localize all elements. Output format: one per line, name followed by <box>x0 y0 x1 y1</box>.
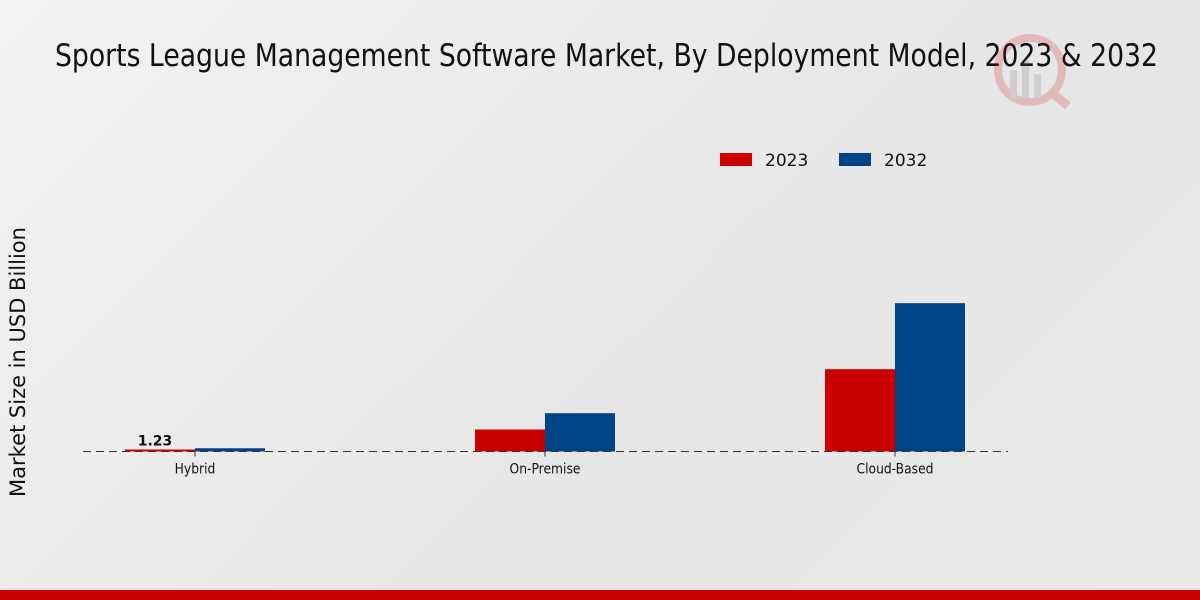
x-tick-label: Hybrid <box>175 462 216 478</box>
chart-title: Sports League Management Software Market… <box>55 38 1158 74</box>
legend-label: 2023 <box>765 151 808 171</box>
legend-swatch <box>839 153 871 166</box>
legend-item-2032: 2032 <box>839 151 927 171</box>
legend-label: 2032 <box>884 151 927 171</box>
data-label: 1.23 <box>138 433 173 449</box>
bar-cloud-based-2023 <box>825 369 895 452</box>
x-tick-label: On-Premise <box>510 462 581 478</box>
watermark-logo <box>994 34 1071 110</box>
x-tick-label: Cloud-Based <box>857 462 934 478</box>
footer-accent-bar <box>0 590 1200 600</box>
bar-on-premise-2023 <box>475 429 545 452</box>
bar-hybrid-2032 <box>195 448 265 452</box>
bar-on-premise-2032 <box>545 413 615 452</box>
bar-hybrid-2023 <box>125 449 195 452</box>
bar-cloud-based-2032 <box>895 303 965 452</box>
legend-swatch <box>720 153 752 166</box>
legend-item-2023: 2023 <box>720 151 808 171</box>
